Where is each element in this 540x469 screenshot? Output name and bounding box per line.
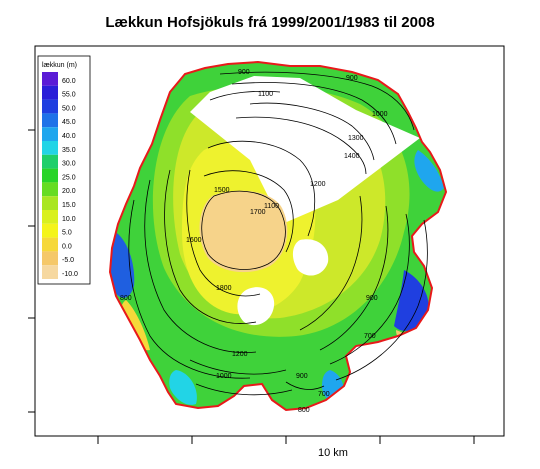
legend-swatch (42, 85, 58, 100)
contour-label: 1600 (186, 237, 202, 244)
legend-swatch (42, 237, 58, 252)
legend-label: 10.0 (62, 216, 76, 223)
legend-label: -5.0 (62, 257, 74, 264)
legend-swatch (42, 251, 58, 266)
legend-swatch (42, 99, 58, 114)
legend-label: 50.0 (62, 105, 76, 112)
plot-frame (34, 45, 505, 437)
contour-label: 1100 (258, 91, 273, 98)
contour-label: 900 (366, 295, 378, 302)
contour-label: 1200 (310, 181, 326, 188)
legend-label: 60.0 (62, 78, 76, 85)
legend-label: 55.0 (62, 92, 76, 99)
contour-label: 700 (364, 333, 376, 340)
contour-label: 1700 (250, 209, 266, 216)
legend: lækkun (m) 60.0 55.0 50.0 45.0 40.0 35.0 30.0 2… (37, 55, 91, 285)
contour-label: 900 (238, 69, 250, 76)
legend-swatch (42, 210, 58, 224)
contour-label: 1100 (264, 203, 279, 210)
legend-swatch (42, 141, 58, 155)
contour-labels: 900 900 1100 1000 1300 1400 1500 1700 16… (120, 69, 388, 414)
axis-ticks (28, 129, 475, 444)
contour-label: 1800 (216, 285, 232, 292)
contour-lines (128, 71, 428, 396)
legend-swatch (42, 265, 58, 279)
contour-label: 700 (318, 391, 330, 398)
legend-swatch (42, 72, 58, 86)
contour-label: 1000 (372, 111, 388, 118)
legend-swatch (42, 223, 58, 238)
legend-label: 15.0 (62, 202, 76, 209)
contour-label: 1000 (216, 373, 232, 380)
legend-label: 30.0 (62, 161, 76, 168)
legend-label: -10.0 (62, 271, 78, 278)
contour-label: 900 (346, 75, 358, 82)
map-title: Lækkun Hofsjökuls frá 1999/2001/1983 til… (105, 14, 435, 31)
contour-label: 1500 (214, 187, 230, 194)
contour-label: 900 (296, 373, 308, 380)
legend-label: 40.0 (62, 133, 76, 140)
elevation-change-surface (109, 61, 447, 411)
legend-label: 20.0 (62, 188, 76, 195)
legend-label: 45.0 (62, 119, 76, 126)
legend-swatch (42, 182, 58, 197)
contour-label: 1200 (232, 351, 248, 358)
legend-title: lækkun (m) (42, 62, 77, 69)
contour-label: 800 (120, 295, 132, 302)
legend-label: 25.0 (62, 174, 76, 181)
contour-label: 800 (298, 407, 310, 414)
scale-bar-label: 10 km (318, 447, 348, 459)
legend-swatch (42, 127, 58, 141)
legend-swatch (42, 168, 58, 183)
legend-label: 0.0 (62, 243, 72, 250)
contour-label: 1300 (348, 135, 364, 142)
legend-label: 5.0 (62, 230, 72, 237)
legend-swatch (42, 113, 58, 128)
legend-label: 35.0 (62, 147, 76, 154)
contour-label: 1400 (344, 153, 360, 160)
legend-swatch (42, 154, 58, 169)
legend-swatch (42, 196, 58, 210)
